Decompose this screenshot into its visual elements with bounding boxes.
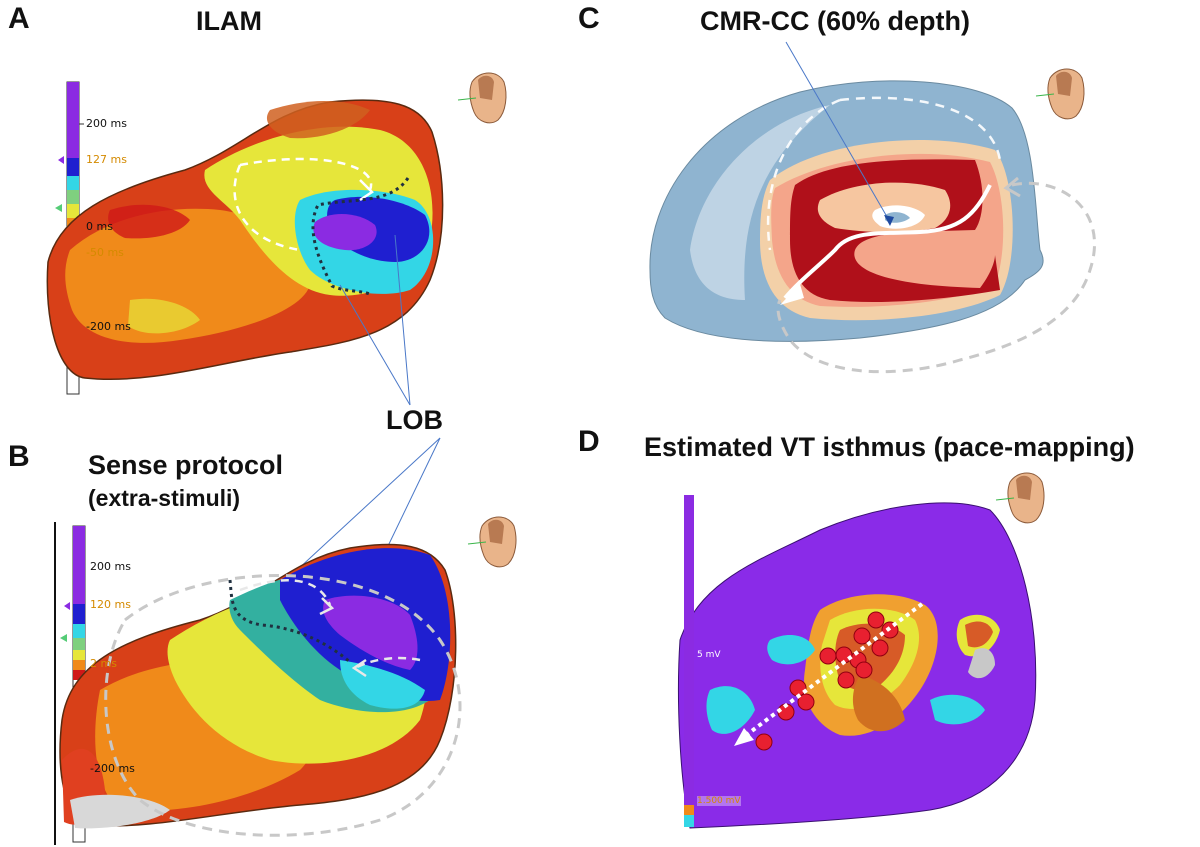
panel-b-letter: B [8, 440, 30, 473]
panel-b-heart-map [59, 543, 462, 837]
panel-c-title: CMR-CC (60% depth) [700, 6, 970, 36]
panel-d-scale-label-1500mv: 1.500 mV [697, 796, 741, 806]
panel-b-scale-label-120: 120 ms [90, 598, 131, 611]
lob-annotation: LOB [386, 405, 443, 435]
panel-c-letter: C [578, 2, 600, 35]
panel-d-heart-map [677, 502, 1037, 829]
panel-b-title-line2: (extra-stimuli) [88, 485, 241, 511]
panel-a-scale-label-neg50: -50 ms [86, 246, 124, 259]
panel-a-title: ILAM [196, 6, 262, 36]
panel-b-scale-label-neg200: -200 ms [90, 762, 135, 775]
panel-a-scale-label-127: 127 ms [86, 153, 127, 166]
panel-a-scale-label-200: 200 ms [86, 117, 127, 130]
panel-b-orientation-icon [467, 516, 517, 568]
panel-b-title-line1: Sense protocol [88, 450, 284, 480]
panel-d-letter: D [578, 425, 600, 458]
panel-d-title: Estimated VT isthmus (pace-mapping) [644, 432, 1135, 462]
panel-a-scale-label-0: 0 ms [86, 220, 113, 233]
panel-c-heart-map [649, 41, 1096, 374]
panel-d-scale-label-5mv: 5 mV [697, 650, 721, 660]
panel-c-orientation-icon [1035, 68, 1085, 120]
panel-b-scale-label-200: 200 ms [90, 560, 131, 573]
panel-d-orientation-icon [995, 472, 1045, 524]
panel-b-scale-label-2: 2 ms [90, 657, 117, 670]
panel-a-letter: A [8, 2, 30, 35]
panel-a-scale-label-neg200: -200 ms [86, 320, 131, 333]
panel-a-heart-map [46, 99, 444, 381]
panel-a-orientation-icon [457, 72, 507, 124]
panel-d-color-scale [684, 495, 694, 827]
